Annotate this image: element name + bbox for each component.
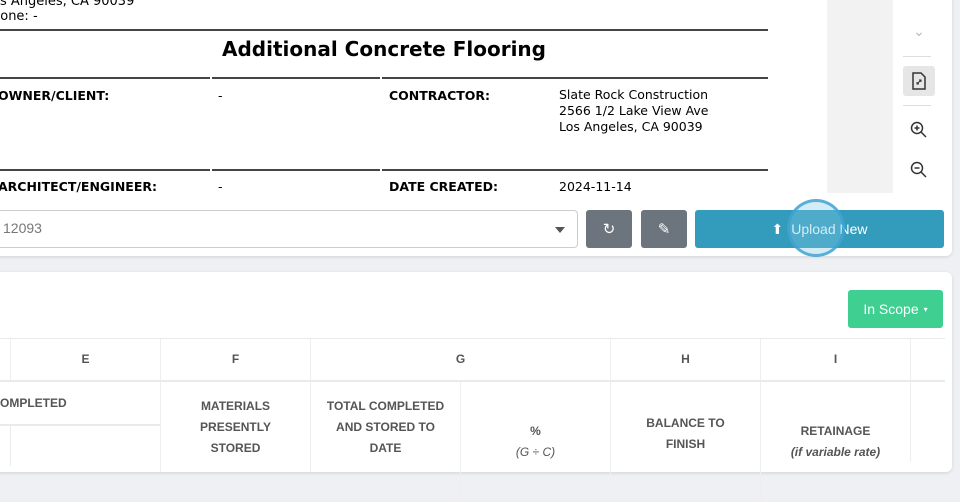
divider: [0, 169, 210, 171]
retainage-note: (if variable rate): [790, 445, 881, 459]
phone-line: hone: -: [0, 9, 38, 24]
chevron-down-icon[interactable]: ⌄: [913, 24, 925, 40]
document-title: Additional Concrete Flooring: [222, 37, 546, 61]
col-letter-blank: [910, 339, 945, 380]
contractor-value: Slate Rock Construction 2566 1/2 Lake Vi…: [559, 87, 709, 135]
percent-formula: (G ÷ C): [515, 445, 556, 459]
upload-icon: ⬆: [771, 220, 784, 237]
caret-down-icon: ▾: [923, 304, 928, 314]
divider: [382, 169, 768, 171]
divider: [212, 169, 380, 171]
refresh-icon: ↻: [602, 220, 616, 238]
date-value: 2024-11-14: [559, 179, 632, 193]
contractor-name: Slate Rock Construction: [559, 87, 709, 102]
divider: [382, 77, 768, 79]
architect-value: -: [218, 179, 223, 193]
refresh-button[interactable]: ↻: [586, 210, 632, 248]
owner-value: -: [218, 88, 223, 103]
pencil-icon: ✎: [657, 220, 671, 238]
total-completed-header: TOTAL COMPLETED AND STORED TO DATE: [310, 382, 460, 472]
schedule-card: [0, 272, 952, 472]
file-select-value: 12093: [3, 220, 42, 236]
divider: [0, 29, 768, 31]
scope-dropdown[interactable]: In Scope ▾: [848, 290, 943, 328]
viewer-background: [827, 0, 893, 193]
col-letter-f: F: [160, 339, 310, 380]
contractor-city: Los Angeles, CA 90039: [559, 119, 703, 134]
contractor-label: CONTRACTOR:: [389, 88, 491, 103]
date-label: DATE CREATED:: [389, 179, 498, 193]
edit-button[interactable]: ✎: [641, 210, 687, 248]
col-letter-g: G: [310, 339, 610, 380]
zoom-out-icon[interactable]: [903, 155, 935, 185]
divider: [903, 56, 931, 57]
materials-stored-header: MATERIALS PRESENTLY STORED: [160, 382, 310, 472]
scope-label: In Scope: [863, 301, 919, 317]
fit-page-icon[interactable]: [903, 66, 935, 96]
architect-label: ARCHITECT/ENGINEER:: [0, 179, 157, 193]
contractor-street: 2566 1/2 Lake View Ave: [559, 103, 709, 118]
divider: [0, 77, 210, 79]
col-letter-e: E: [10, 339, 160, 380]
work-completed-header: OMPLETED: [0, 395, 67, 410]
cursor-highlight: [787, 199, 845, 257]
col-letter-i: I: [760, 339, 910, 380]
retainage-label: RETAINAGE: [800, 424, 871, 438]
owner-label: OWNER/CLIENT:: [0, 88, 110, 103]
zoom-in-icon[interactable]: [903, 115, 935, 145]
balance-header: BALANCE TO FINISH: [610, 382, 760, 486]
col-letter-h: H: [610, 339, 760, 380]
divider: [0, 424, 160, 426]
document-page: os Angeles, CA 90039 hone: - Additional …: [0, 0, 827, 193]
percent-label: %: [530, 424, 541, 438]
blank-header: [910, 382, 945, 462]
divider: [212, 77, 380, 79]
address-line: os Angeles, CA 90039: [0, 0, 135, 9]
divider: [0, 338, 945, 339]
retainage-header: RETAINAGE (if variable rate): [760, 382, 910, 502]
file-select[interactable]: 12093: [0, 210, 578, 248]
caret-down-icon: [555, 227, 565, 233]
divider: [903, 105, 931, 106]
viewer-toolbar: ⌄: [893, 0, 945, 193]
percent-header: % (G ÷ C): [460, 382, 610, 502]
divider: [10, 426, 11, 466]
divider: [0, 380, 945, 382]
